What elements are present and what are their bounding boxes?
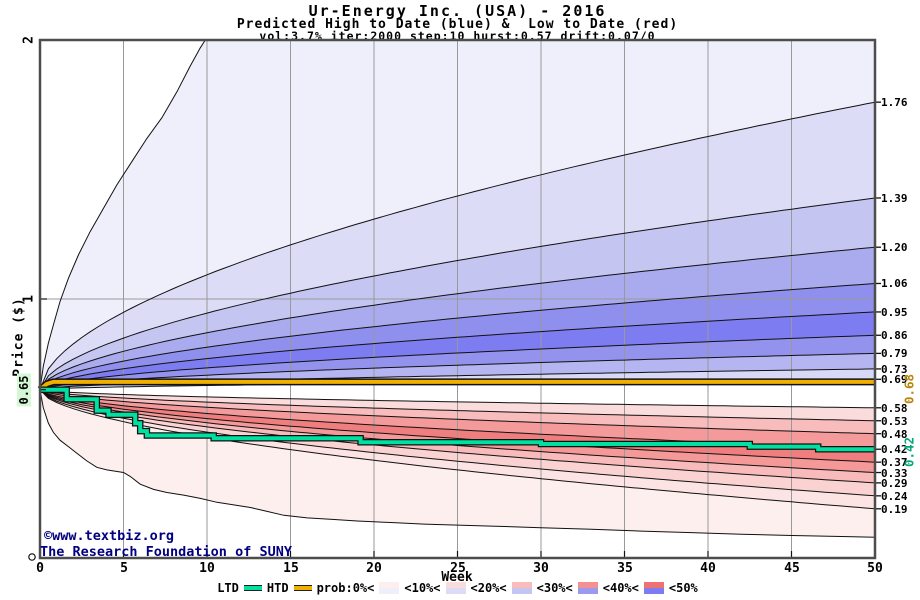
right-axis-label: 1.76	[881, 96, 908, 109]
x-tick-label: 5	[120, 561, 128, 576]
percentile-line	[39, 352, 876, 391]
right-axis-label: 0.95	[881, 306, 908, 319]
x-tick-label: 10	[199, 561, 215, 576]
legend: LTD HTD prob:0%< <10%< <20%< <30%< <40%< <50…	[40, 581, 875, 595]
plot-border	[38, 38, 877, 560]
legend-swatch-blue-half	[511, 588, 532, 594]
legend-class-label: <50%	[668, 581, 698, 595]
percentile-line	[39, 101, 876, 390]
x-tick-label: 0	[36, 561, 44, 576]
right-axis-label: 0.69	[881, 373, 908, 386]
legend-prob-label: prob:0%<	[316, 581, 375, 595]
band-red-5	[40, 389, 875, 473]
percentile-line	[39, 389, 876, 422]
x-tick-label: 35	[617, 561, 633, 576]
legend-swatch-blue-half	[445, 588, 466, 594]
right-axis-label: 1.20	[881, 241, 908, 254]
right-axis-label: 1.06	[881, 277, 908, 290]
right-axis-label: 0.53	[881, 415, 908, 428]
legend-class-label: <10%<	[404, 581, 441, 595]
right-axis-label: 0.79	[881, 347, 908, 360]
right-axis-label: 0.58	[881, 402, 908, 415]
x-tick-label: 25	[450, 561, 466, 576]
x-tick-label: 50	[867, 561, 883, 576]
right-axis-label: 0.86	[881, 329, 908, 342]
percentile-line	[39, 389, 876, 463]
percentile-line	[39, 197, 876, 390]
percentile-line	[39, 389, 876, 484]
right-axis-label: 1.39	[881, 192, 908, 205]
x-tick-label: 20	[366, 561, 382, 576]
legend-swatch-blue-half	[379, 588, 400, 594]
legend-probability-classes: <10%< <20%< <30%< <40%< <50%	[379, 581, 698, 595]
legend-ltd-label: LTD	[217, 581, 239, 595]
legend-swatch-red-half	[577, 582, 598, 588]
right-axis-label: 0.24	[881, 490, 908, 503]
legend-class-label: <20%<	[470, 581, 507, 595]
legend-class-swatch	[511, 582, 532, 594]
percentile-line	[39, 311, 876, 391]
right-axis-label: 0.48	[881, 428, 908, 441]
right-axis-label: 0.29	[881, 477, 908, 490]
start-price-label: 0.65	[17, 373, 31, 407]
legend-swatch-red-half	[511, 582, 532, 588]
chart-subtitle: Predicted High to Date (blue) & Low to D…	[236, 17, 679, 32]
band-blue-outer	[40, 40, 875, 390]
htd-end-value-label: 0.68	[901, 373, 917, 405]
chart-title: Ur-Energy Inc. (USA) - 2016	[308, 2, 607, 20]
right-axis-label: 0.37	[881, 456, 908, 469]
percentile-line	[39, 283, 876, 391]
min-envelope-line	[39, 389, 876, 538]
y-tick-label: 1	[21, 295, 37, 303]
legend-class-swatch	[445, 582, 466, 594]
right-axis-label: 0.42	[881, 443, 908, 456]
legend-htd-label: HTD	[266, 581, 289, 595]
ltd-line	[40, 387, 875, 452]
right-axis-label: 0.19	[881, 503, 908, 516]
origin-marker	[28, 553, 36, 561]
legend-swatch-red-half	[379, 582, 400, 588]
legend-swatch-blue-half	[643, 588, 664, 594]
x-axis-label: Week	[441, 570, 473, 585]
ltd-end-value-label: 0.42	[901, 436, 917, 468]
x-tick-label: 30	[533, 561, 549, 576]
y-axis-label: Price ($)	[11, 297, 27, 377]
right-axis-label: 0.33	[881, 467, 908, 480]
y-tick-label: 2	[21, 36, 37, 44]
right-axis-label: 0.73	[881, 363, 908, 376]
legend-ltd-line-swatch	[243, 585, 262, 591]
legend-swatch-red-half	[445, 582, 466, 588]
legend-class-swatch	[379, 582, 400, 594]
x-tick-label: 15	[283, 561, 299, 576]
percentile-line	[39, 389, 876, 473]
x-tick-label: 40	[700, 561, 716, 576]
percentile-line	[39, 334, 876, 391]
band-red-outer	[40, 389, 875, 538]
watermark-site: ©www.textbiz.org	[44, 528, 175, 544]
legend-class-swatch	[643, 582, 664, 594]
legend-swatch-blue-half	[577, 588, 598, 594]
legend-class-label: <30%<	[536, 581, 573, 595]
watermark-org: The Research Foundation of SUNY	[40, 544, 292, 560]
percentile-line	[39, 389, 876, 497]
band-blue-3	[40, 247, 875, 390]
percentile-line	[39, 389, 876, 435]
legend-class-label: <40%<	[602, 581, 639, 595]
legend-swatch-red-half	[643, 582, 664, 588]
x-tick-label: 45	[784, 561, 800, 576]
legend-htd-line-swatch	[293, 585, 312, 591]
legend-class-swatch	[577, 582, 598, 594]
max-envelope-line	[39, 39, 206, 390]
percentile-line	[39, 246, 876, 391]
band-blue-2	[40, 198, 875, 390]
percentile-line	[39, 389, 876, 409]
